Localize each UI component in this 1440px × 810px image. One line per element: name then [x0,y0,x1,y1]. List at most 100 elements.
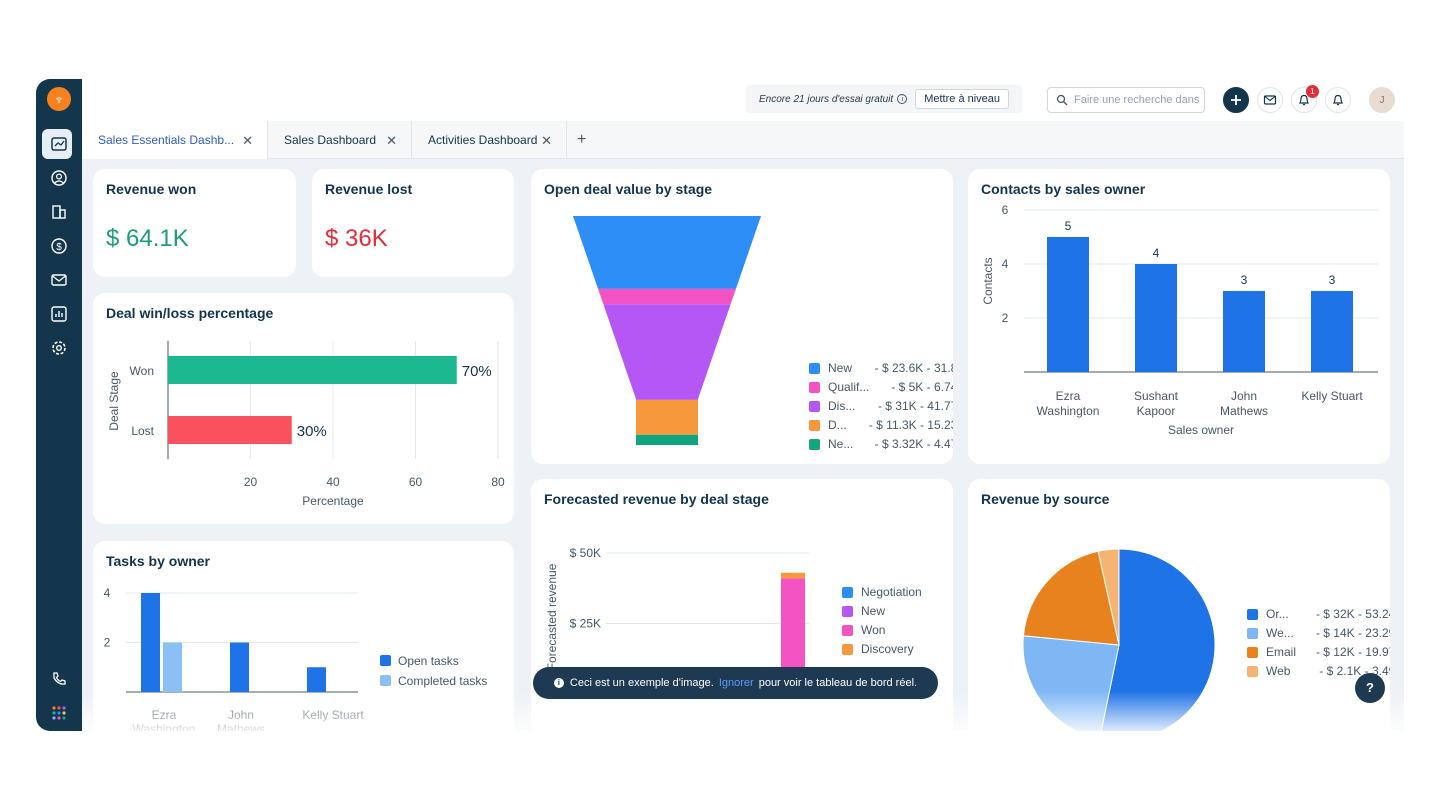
settings-icon[interactable] [49,338,69,358]
legend-swatch [1247,628,1258,639]
mail-button[interactable] [1257,87,1283,113]
upgrade-button[interactable]: Mettre à niveau [915,89,1010,109]
x-tick-label: Sushant [1134,389,1179,403]
contacts-card: Contacts by sales owner 2 4 6 5 Ezra Washingt… [968,169,1390,464]
card-title: Deal win/loss percentage [106,305,274,321]
close-icon[interactable]: ✕ [386,133,397,148]
legend-swatch [842,625,853,636]
y-axis-label: Forecasted revenue [545,563,559,670]
legend-label: Open tasks [398,654,459,668]
x-tick-label: Kapoor [1137,404,1176,418]
notifications-button[interactable]: 1 [1291,85,1319,113]
bar-segment-discovery [781,572,805,579]
bell-icon [1299,94,1309,106]
ignore-link[interactable]: Ignorer [718,677,754,689]
legend-label: Web [1266,664,1291,678]
search-input[interactable]: Faire une recherche dans [1047,87,1205,113]
reports-icon[interactable] [49,304,69,324]
toast-text: Ceci est un exemple d'image. [569,677,714,689]
legend-label: Dis... [828,399,855,413]
svg-text:$: $ [56,242,62,253]
data-label: 30% [297,423,327,440]
bar-completed-tasks [163,642,182,692]
mail-icon [1263,95,1277,105]
tab-sales-essentials[interactable]: Sales Essentials Dashb... ✕ [82,121,268,159]
bar-contacts [1047,237,1089,372]
search-placeholder: Faire une recherche dans [1074,94,1200,106]
funnel-segment-discovery [603,304,731,400]
bar-open-tasks [141,593,160,692]
app-switcher-icon[interactable] [49,703,69,723]
legend-label: Ne... [828,437,853,451]
y-tick-label: 4 [1002,257,1009,271]
avatar[interactable]: J [1369,87,1395,113]
alerts-button[interactable] [1325,87,1351,113]
legend-swatch [380,675,391,686]
add-tab-button[interactable]: + [577,131,587,148]
x-tick-label: 20 [244,475,258,489]
legend-label: D... [828,418,847,432]
tab-activities-dashboard[interactable]: Activities Dashboard ✕ [412,121,567,159]
legend-value: - $ 5K - 6.74% [891,380,953,394]
search-icon [1056,94,1068,106]
phone-icon[interactable] [49,669,69,689]
app-window: ♆ $ Encore 21 jours d'essai gratuit i Me… [36,79,1404,731]
add-button[interactable] [1223,87,1249,113]
legend-swatch [809,420,820,431]
tab-label: Activities Dashboard [428,133,538,147]
accounts-icon[interactable] [49,202,69,222]
close-icon[interactable]: ✕ [541,133,552,148]
card-title: Revenue by source [981,491,1110,507]
dashboard-tabs: Sales Essentials Dashb... ✕ Sales Dashboa… [82,121,1404,159]
x-tick-label: Mathews [1220,404,1268,418]
legend-value: - $ 23.6K - 31.8% [875,361,953,375]
toast-suffix: pour voir le tableau de bord réel. [758,677,918,689]
legend-swatch [1247,666,1258,677]
plus-icon [1231,95,1241,105]
legend-swatch [380,655,391,666]
data-label: 3 [1241,273,1248,287]
legend-value: - $ 31K - 41.77% [878,399,953,413]
close-icon[interactable]: ✕ [242,133,253,148]
card-title: Tasks by owner [106,553,211,569]
revenue-won-value: $ 64.1K [106,225,189,252]
bar-contacts [1223,291,1265,372]
y-axis-label: Deal Stage [107,371,121,431]
legend-value: - $ 3.32K - 4.47% [875,437,953,451]
card-title: Forecasted revenue by deal stage [544,491,769,507]
help-button[interactable]: ? [1355,673,1385,703]
dashboard-icon[interactable] [49,134,69,154]
top-bar: Encore 21 jours d'essai gratuit i Mettre… [82,79,1404,121]
data-label: 5 [1065,219,1072,233]
deals-icon[interactable]: $ [49,236,69,256]
y-tick-label: 2 [104,636,111,650]
contacts-icon[interactable] [49,168,69,188]
funnel-segment-ne [636,434,698,446]
y-tick-label: 4 [104,586,111,600]
bar-contacts [1311,291,1353,372]
y-tick-label: 2 [1002,311,1009,325]
pie-slice [1022,550,1120,646]
card-title: Contacts by sales owner [981,181,1146,197]
data-label: 3 [1329,273,1336,287]
funnel-segment-qualification [598,288,736,305]
legend-label: Negotiation [861,585,922,599]
trial-text: Encore 21 jours d'essai gratuit [759,93,894,105]
legend-label: Or... [1266,607,1289,621]
legend-label: New [828,361,852,375]
tab-sales-dashboard[interactable]: Sales Dashboard ✕ [268,121,412,159]
app-logo[interactable]: ♆ [47,87,71,111]
legend-label: Completed tasks [398,674,487,688]
y-tick-label: Lost [131,424,154,438]
funnel-chart: New - $ 23.6K - 31.8% Qualif... - $ 5K - 6.… [573,216,953,451]
legend-swatch [842,644,853,655]
x-tick-label: 80 [491,475,505,489]
legend-swatch [809,382,820,393]
bar-open-tasks [307,667,326,692]
mail-icon[interactable] [49,270,69,290]
card-title: Open deal value by stage [544,181,713,197]
sample-image-toast: i Ceci est un exemple d'image. Ignorer p… [533,667,938,699]
legend-value: - $ 12K - 19.97% [1316,645,1390,659]
x-tick-label: Kelly Stuart [1301,389,1363,403]
